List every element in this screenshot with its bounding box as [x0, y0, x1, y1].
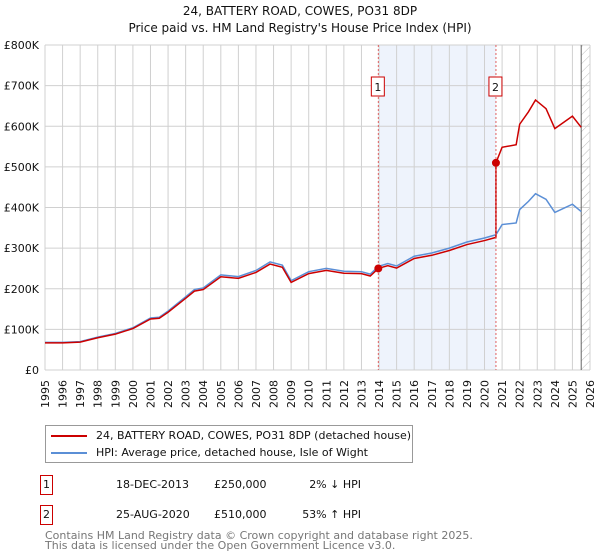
legend-item-property: 24, BATTERY ROAD, COWES, PO31 8DP (detac… [46, 427, 411, 444]
x-tick-label: 2005 [215, 380, 228, 408]
x-tick-label: 2017 [426, 380, 439, 408]
sale-point [491, 158, 500, 167]
sale-price: £250,000 [214, 478, 267, 491]
x-tick-label: 2021 [496, 380, 509, 408]
x-tick-label: 2012 [338, 380, 351, 408]
x-tick-label: 2009 [285, 380, 298, 408]
x-tick-label: 2001 [144, 380, 157, 408]
legend-label: HPI: Average price, detached house, Isle… [96, 446, 368, 459]
property-price-line [45, 98, 582, 344]
footer-licence: This data is licensed under the Open Gov… [45, 539, 396, 552]
x-tick-label: 2019 [461, 380, 474, 408]
sale-price: £510,000 [214, 508, 267, 521]
footer: Contains HM Land Registry data © Crown c… [45, 529, 473, 552]
y-tick-label: £700K [4, 80, 40, 93]
x-tick-label: 2013 [355, 380, 368, 408]
legend-item-hpi: HPI: Average price, detached house, Isle… [46, 444, 368, 461]
x-tick-label: 2026 [584, 380, 597, 408]
x-tick-label: 2007 [250, 380, 263, 408]
y-tick-label: £400K [4, 202, 40, 215]
y-tick-label: £100K [4, 323, 40, 336]
x-tick-label: 2011 [320, 380, 333, 408]
x-tick-label: 1997 [74, 380, 87, 408]
x-tick-label: 1998 [92, 380, 105, 408]
sale-date: 25-AUG-2020 [116, 508, 190, 521]
x-tick-label: 2008 [268, 380, 281, 408]
y-tick-label: £300K [4, 242, 40, 255]
hpi-line [45, 192, 582, 344]
legend: 24, BATTERY ROAD, COWES, PO31 8DP (detac… [45, 425, 413, 463]
y-tick-label: £500K [4, 161, 40, 174]
y-tick-label: £200K [4, 283, 40, 296]
legend-swatch-blue [51, 451, 87, 454]
x-tick-label: 2020 [479, 380, 492, 408]
x-tick-label: 2024 [549, 380, 562, 408]
x-tick-label: 2000 [127, 380, 140, 408]
sale-marker-box: 2 [40, 505, 53, 525]
sale-hpi-diff: 53% ↑ HPI [302, 508, 361, 521]
chart-subtitle: Price paid vs. HM Land Registry's House … [128, 21, 471, 35]
sale-label-box [370, 76, 385, 97]
x-tick-label: 2004 [197, 380, 210, 408]
x-tick-label: 1995 [39, 380, 52, 408]
x-tick-label: 2006 [232, 380, 245, 408]
x-tick-label: 1996 [57, 380, 70, 408]
legend-label: 24, BATTERY ROAD, COWES, PO31 8DP (detac… [96, 429, 412, 442]
price-chart: 24, BATTERY ROAD, COWES, PO31 8DP Price … [4, 4, 597, 408]
x-tick-label: 2022 [514, 380, 527, 408]
x-tick-label: 1999 [109, 380, 122, 408]
sale-date: 18-DEC-2013 [116, 478, 190, 491]
x-tick-label: 2003 [180, 380, 193, 408]
legend-swatch-red [51, 434, 87, 437]
sale-hpi-diff: 2% ↓ HPI [309, 478, 361, 491]
x-tick-label: 2002 [162, 380, 175, 408]
sale-label: 2 [492, 81, 499, 94]
y-tick-label: £0 [25, 364, 39, 377]
x-tick-label: 2010 [303, 380, 316, 408]
sale-marker-box: 1 [40, 475, 53, 495]
y-tick-label: £800K [4, 39, 40, 52]
sale-label: 1 [374, 81, 381, 94]
x-tick-label: 2015 [391, 380, 404, 408]
sale-point [374, 264, 383, 273]
x-tick-label: 2018 [443, 380, 456, 408]
sale-label-box [488, 76, 503, 97]
x-tick-label: 2023 [531, 380, 544, 408]
chart-title: 24, BATTERY ROAD, COWES, PO31 8DP [183, 4, 417, 18]
x-tick-label: 2025 [566, 380, 579, 408]
x-tick-label: 2014 [373, 380, 386, 408]
x-tick-label: 2016 [408, 380, 421, 408]
y-tick-label: £600K [4, 120, 40, 133]
footer-copyright: Contains HM Land Registry data © Crown c… [45, 529, 473, 542]
